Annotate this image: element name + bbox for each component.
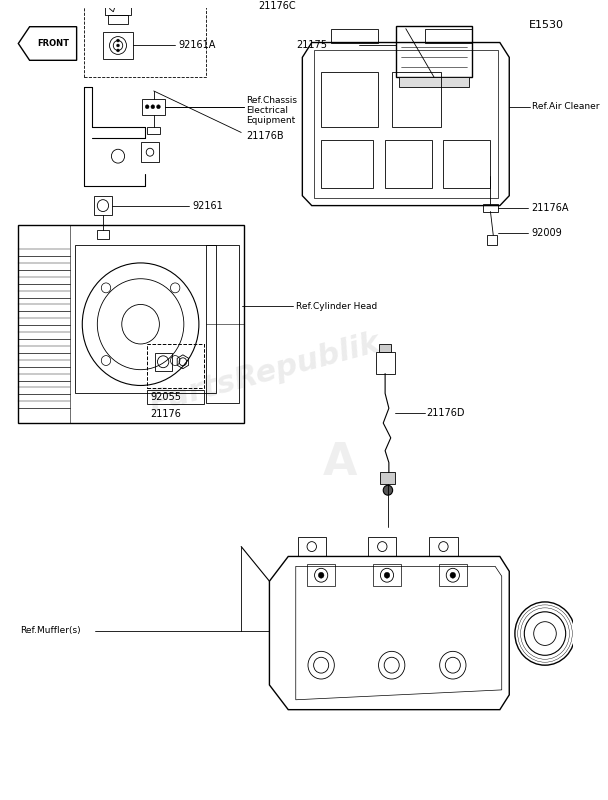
Text: A: A [323, 441, 358, 484]
Circle shape [383, 486, 393, 495]
Bar [321, 72, 378, 126]
Bar [18, 226, 244, 423]
Bar [373, 564, 401, 586]
Bar [154, 353, 171, 370]
Bar [147, 390, 204, 404]
Bar [314, 50, 498, 198]
Text: 21176A: 21176A [531, 202, 568, 213]
Text: Ref.Chassis: Ref.Chassis [246, 96, 297, 106]
Text: Equipment: Equipment [246, 116, 295, 125]
Bar [140, 142, 159, 162]
Text: 92161A: 92161A [178, 41, 216, 50]
Polygon shape [18, 26, 77, 60]
Circle shape [151, 105, 154, 109]
Bar [331, 29, 378, 42]
Bar [147, 126, 161, 134]
Text: 21176D: 21176D [426, 408, 465, 418]
Bar [105, 0, 131, 15]
Bar [424, 29, 472, 42]
Bar [108, 15, 128, 24]
Circle shape [319, 572, 324, 578]
Circle shape [145, 105, 149, 109]
Text: Ref.Muffler(s): Ref.Muffler(s) [20, 626, 81, 635]
Bar [376, 352, 395, 374]
Text: 92055: 92055 [150, 392, 181, 402]
Bar [368, 537, 396, 557]
Bar [399, 77, 469, 87]
Bar [97, 230, 109, 239]
Bar [103, 32, 133, 59]
Circle shape [450, 572, 455, 578]
Text: 21176C: 21176C [258, 1, 295, 11]
Text: 21176: 21176 [150, 409, 181, 419]
Bar [439, 564, 467, 586]
Bar [94, 196, 112, 215]
Circle shape [157, 105, 161, 109]
Bar [379, 344, 391, 352]
Text: Ref.Air Cleaner: Ref.Air Cleaner [532, 102, 599, 111]
Bar [443, 140, 491, 188]
Text: E1530: E1530 [529, 20, 564, 30]
Bar [75, 245, 216, 394]
Text: PartsRepublik: PartsRepublik [146, 329, 384, 418]
Bar [381, 473, 395, 484]
Text: 21175: 21175 [297, 41, 328, 50]
Bar [396, 26, 472, 77]
Bar [207, 245, 240, 403]
Bar [429, 537, 458, 557]
Bar [142, 99, 165, 114]
Text: 92009: 92009 [531, 228, 562, 238]
Circle shape [117, 49, 119, 52]
Text: 21176B: 21176B [246, 131, 283, 142]
Text: Electrical: Electrical [246, 106, 288, 115]
Bar [84, 0, 207, 77]
Bar [385, 140, 432, 188]
Bar [483, 204, 498, 211]
Circle shape [117, 39, 119, 42]
Bar [486, 235, 497, 245]
Circle shape [384, 572, 390, 578]
Circle shape [117, 44, 119, 47]
Bar [392, 72, 441, 126]
Bar [307, 564, 335, 586]
Bar [298, 537, 326, 557]
Text: 92161: 92161 [192, 201, 223, 210]
Text: Ref.Cylinder Head: Ref.Cylinder Head [295, 302, 377, 311]
Bar [147, 344, 204, 389]
Text: FRONT: FRONT [37, 39, 69, 48]
Bar [321, 140, 373, 188]
